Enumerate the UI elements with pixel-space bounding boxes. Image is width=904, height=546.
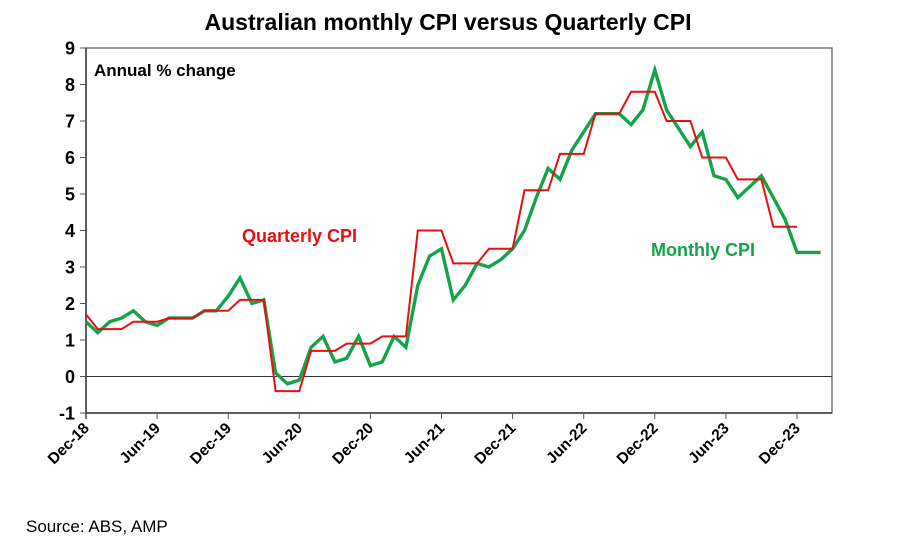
x-tick-label: Dec-18 [45, 420, 93, 468]
chart-title: Australian monthly CPI versus Quarterly … [205, 9, 692, 35]
y-tick-label: -1 [59, 404, 75, 424]
monthly-cpi-label: Monthly CPI [651, 240, 755, 260]
y-tick-label: 9 [65, 39, 75, 59]
source-note: Source: ABS, AMP [26, 517, 168, 536]
x-tick-label: Jun-23 [685, 420, 733, 468]
x-tick-label: Dec-21 [471, 420, 519, 468]
x-tick-label: Dec-23 [756, 420, 804, 468]
quarterly-cpi-label: Quarterly CPI [242, 226, 357, 246]
y-axis-label: Annual % change [94, 61, 236, 80]
x-tick-label: Jun-22 [543, 420, 590, 467]
y-tick-label: 0 [65, 367, 75, 387]
series-line [84, 63, 821, 386]
series-monthly-cpi [84, 63, 821, 386]
x-tick-label: Jun-21 [401, 420, 449, 468]
y-tick-label: 6 [65, 148, 75, 168]
plot-border [85, 47, 833, 414]
y-tick-label: 5 [65, 185, 75, 205]
y-tick-label: 4 [65, 221, 75, 241]
x-tick-label: Jun-19 [117, 420, 165, 468]
y-tick-label: 2 [65, 294, 75, 314]
x-tick-label: Dec-19 [187, 420, 235, 468]
x-tick-label: Dec-20 [329, 420, 377, 468]
series-group [84, 63, 821, 393]
plot-frame [85, 47, 833, 419]
y-axis: -1 0 1 2 3 4 5 6 7 8 9 [59, 39, 86, 424]
y-tick-label: 8 [65, 75, 75, 95]
x-tick-label: Jun-20 [259, 420, 306, 467]
y-tick-label: 1 [65, 331, 75, 351]
y-tick-label: 7 [65, 112, 75, 132]
series-quarterly-cpi [85, 90, 798, 393]
x-tick-label: Dec-22 [614, 420, 662, 468]
y-tick-label: 3 [65, 258, 75, 278]
x-axis: Dec-18 Jun-19 Dec-19 Jun-20 Dec-20 Jun-21 Dec-… [45, 413, 804, 468]
